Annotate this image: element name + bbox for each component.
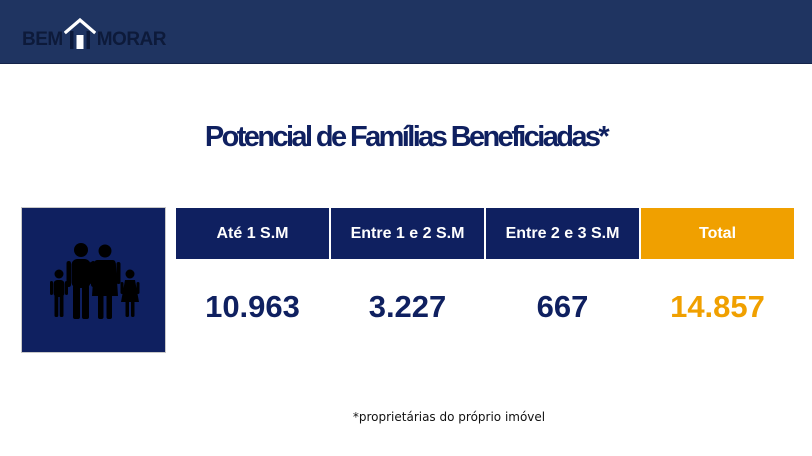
value-ate-1-sm: 10.963 xyxy=(205,289,300,324)
column-header-ate-1-sm: Até 1 S.M xyxy=(176,208,329,259)
logo[interactable]: BEM MORAR xyxy=(22,15,167,51)
header-bar: BEM MORAR xyxy=(0,0,812,64)
family-icon-box xyxy=(21,207,166,353)
value-entre-1-e-2-sm: 3.227 xyxy=(368,289,447,324)
value-total: 14.857 xyxy=(670,289,765,324)
value-entre-2-e-3-sm: 667 xyxy=(536,289,589,324)
column-header-total: Total xyxy=(641,208,794,259)
house-icon xyxy=(63,17,96,49)
logo-text-morar: MORAR xyxy=(96,29,167,50)
column-header-entre-2-e-3-sm: Entre 2 e 3 S.M xyxy=(486,208,639,259)
logo-text-bem: BEM xyxy=(22,29,63,50)
footnote: *proprietárias do próprio imóvel xyxy=(352,410,546,424)
family-icon xyxy=(50,243,140,319)
column-header-entre-1-e-2-sm: Entre 1 e 2 S.M xyxy=(331,208,484,259)
page-title: Potencial de Famílias Beneficiadas* xyxy=(204,121,610,153)
